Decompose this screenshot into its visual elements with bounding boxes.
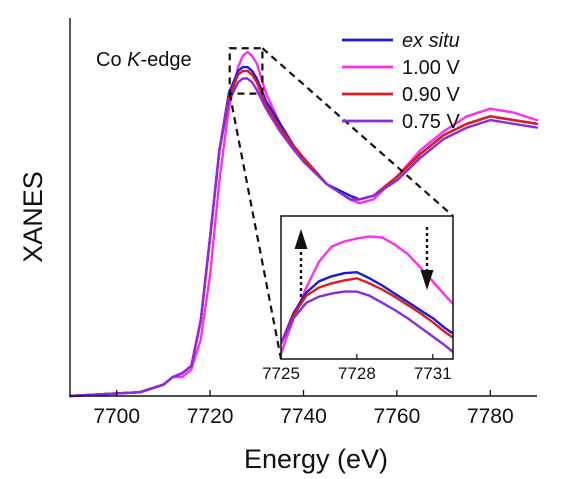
zoom-guides	[228, 47, 454, 360]
inset-series-line-0-75-v	[281, 290, 453, 354]
x-tick-label-7780: 7780	[467, 405, 514, 428]
inset-x-tick-label-7731: 7731	[414, 364, 452, 383]
inset-x-tick-label-7728: 7728	[338, 364, 376, 383]
annotation-suffix: -edge	[140, 49, 191, 71]
trend-arrow-up-head	[294, 229, 308, 249]
inset-series-line-ex-situ	[281, 271, 453, 345]
annotation-prefix: Co	[96, 49, 127, 71]
y-axis-label: XANES	[18, 171, 48, 263]
inset-frame	[280, 215, 454, 360]
zoom-region-box	[228, 47, 264, 95]
x-tick-label-7700: 7700	[93, 405, 140, 428]
legend-label-ex-situ: ex situ	[402, 30, 460, 52]
legend-label-1-00-v: 1.00 V	[402, 57, 460, 79]
x-axis-label: Energy (eV)	[244, 444, 388, 474]
inset-series-line-0-90-v	[281, 277, 453, 345]
zoom-guide-lower	[228, 93, 283, 360]
x-tick-label-7740: 7740	[280, 405, 327, 428]
zoom-guide-upper	[261, 47, 454, 217]
trend-arrow-down-head	[420, 270, 434, 290]
legend-label-0-90-v: 0.90 V	[402, 84, 460, 106]
inset-lines	[281, 235, 453, 356]
inset-x-tick-label-7725: 7725	[262, 364, 300, 383]
legend: ex situ 1.00 V 0.90 V 0.75 V	[342, 30, 460, 133]
legend-label-0-75-v: 0.75 V	[402, 111, 460, 133]
main-axes: 7700 7720 7740 7760 7780	[69, 18, 537, 428]
co-k-edge-annotation: Co K-edge	[96, 49, 192, 71]
inset-background	[281, 216, 453, 359]
x-tick-label-7760: 7760	[374, 405, 421, 428]
annotation-italic: K	[127, 49, 142, 71]
series-line-0-75-v	[68, 77, 539, 398]
x-tick-label-7720: 7720	[187, 405, 234, 428]
inset-plot: 7725 7728 7731	[262, 215, 454, 383]
